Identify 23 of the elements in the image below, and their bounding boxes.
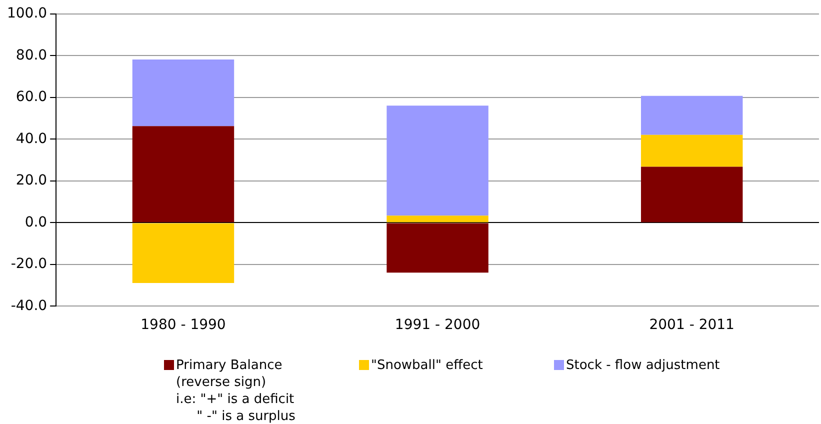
y-tick-label: 20.0 [16, 172, 48, 189]
legend-label: Primary Balance (reverse sign) i.e: "+" is a deficit " -" is a surplus [176, 357, 296, 424]
bar [386, 106, 488, 216]
y-tick-label: 0.0 [24, 214, 48, 230]
bar [386, 223, 488, 273]
y-tick-label: 100.0 [6, 6, 48, 22]
x-tick-label: 2001 - 2011 [649, 317, 734, 334]
y-tick-label: 80.0 [16, 47, 48, 64]
y-tick-label: -20.0 [10, 256, 48, 272]
bar [132, 60, 234, 126]
bar [640, 134, 743, 167]
bar [640, 166, 743, 222]
x-tick-label: 1980 - 1990 [140, 317, 226, 334]
y-tick-label: -40.0 [10, 298, 48, 314]
legend-label: Stock - flow adjustment [566, 357, 720, 374]
bar [132, 223, 234, 284]
y-tick-label: 60.0 [16, 89, 48, 106]
legend-label: "Snowball" effect [371, 357, 483, 374]
bar [386, 216, 488, 222]
y-tick-label: 40.0 [16, 130, 48, 147]
bar [640, 96, 743, 135]
x-tick-label: 1991 - 2000 [394, 317, 480, 334]
bar [132, 126, 234, 222]
